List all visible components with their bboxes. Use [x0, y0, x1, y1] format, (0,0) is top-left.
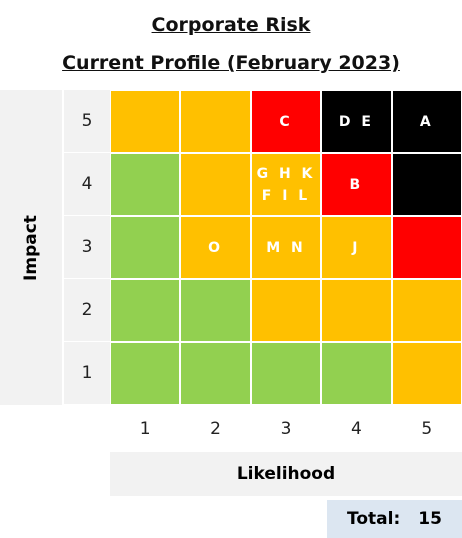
- subtitle: Current Profile (February 2023): [62, 52, 400, 74]
- impact-value: 2: [64, 279, 110, 342]
- impact-value: 5: [64, 90, 110, 153]
- risk-label: F I L: [261, 187, 311, 204]
- total-value: 15: [418, 509, 442, 529]
- risk-cell: [391, 153, 462, 216]
- risk-cell: [391, 342, 462, 405]
- risk-cell: [180, 279, 251, 342]
- risk-cell: [321, 279, 392, 342]
- risk-cell: [250, 279, 322, 342]
- risk-label: D E: [338, 113, 374, 130]
- risk-cell: [391, 279, 462, 342]
- risk-cell: [180, 153, 251, 216]
- risk-cell: D E: [321, 90, 392, 153]
- title: Corporate Risk: [151, 14, 311, 36]
- likelihood-value: 1: [139, 418, 151, 439]
- risk-label: O: [208, 239, 224, 256]
- risk-cell: A: [391, 90, 462, 153]
- risk-cell: [110, 90, 181, 153]
- risk-cell: J: [321, 216, 392, 279]
- risk-cell: O: [180, 216, 251, 279]
- likelihood-value: 2: [210, 418, 221, 439]
- risk-cell: B: [321, 153, 392, 216]
- impact-value: 1: [64, 342, 110, 405]
- likelihood-value: 5: [421, 418, 433, 439]
- risk-cell: M N: [250, 216, 322, 279]
- risk-cell: [110, 153, 181, 216]
- risk-cell: [321, 342, 392, 405]
- risk-label: M N: [266, 239, 306, 256]
- total-box: Total: 15: [327, 500, 462, 538]
- risk-label: C: [279, 113, 293, 130]
- risk-cell: [250, 342, 322, 405]
- impact-value: 4: [64, 153, 110, 216]
- likelihood-value: 3: [280, 418, 292, 439]
- risk-cell: [110, 279, 181, 342]
- risk-label: A: [419, 113, 434, 130]
- risk-cell: G H K F I L: [250, 153, 322, 216]
- risk-cell: [110, 342, 181, 405]
- total-label: Total:: [347, 509, 401, 529]
- y-label: Impact: [21, 214, 42, 281]
- impact-value: 3: [64, 216, 110, 279]
- likelihood-value: 4: [350, 418, 362, 439]
- risk-cell: C: [250, 90, 322, 153]
- risk-label: B: [349, 176, 364, 193]
- risk-cell: [391, 216, 462, 279]
- risk-label: G H K: [256, 165, 316, 182]
- risk-cell: [180, 90, 251, 153]
- y-label-band: Impact: [0, 90, 62, 405]
- x-label: Likelihood: [110, 452, 462, 496]
- risk-cell: [110, 216, 181, 279]
- risk-label: J: [352, 239, 361, 256]
- risk-cell: [180, 342, 251, 405]
